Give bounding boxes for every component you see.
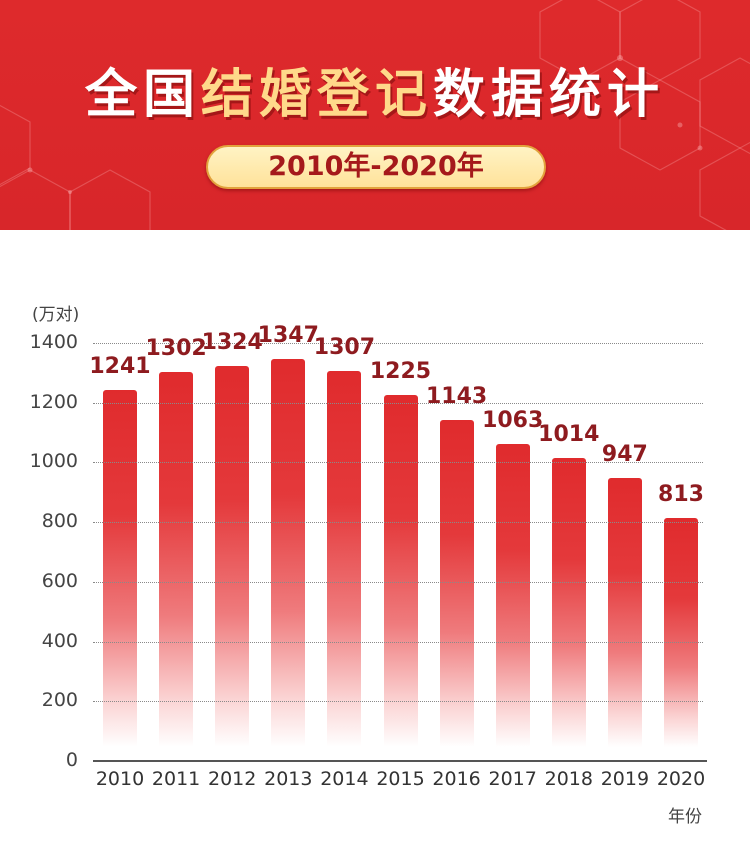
value-label: 1324 — [201, 329, 263, 355]
y-tick-label: 800 — [41, 510, 78, 533]
y-tick-label: 400 — [41, 629, 78, 652]
bar-2011 — [159, 372, 194, 747]
bar-2012 — [215, 365, 250, 747]
y-tick-label: 0 — [65, 749, 78, 771]
x-axis-line — [93, 760, 707, 762]
y-tick-label: 600 — [41, 569, 78, 592]
bar-2017 — [495, 443, 530, 747]
value-label: 947 — [601, 442, 648, 468]
bar-2019 — [607, 478, 642, 747]
y-axis-unit-label: (万对) — [32, 305, 80, 325]
x-tick-label: 2020 — [656, 768, 706, 790]
page-title: 全国结婚登记数据统计 — [0, 60, 750, 130]
y-tick-label: 1200 — [29, 390, 78, 413]
x-axis-label: 年份 — [668, 807, 702, 827]
y-tick-label: 200 — [41, 689, 78, 712]
gridline — [93, 522, 703, 524]
value-label: 1014 — [538, 422, 600, 448]
x-tick-label: 2015 — [376, 768, 425, 790]
title-part-2: 结婚登记 — [200, 65, 433, 125]
bar-2013 — [271, 358, 306, 747]
value-label: 1347 — [257, 322, 319, 348]
header-banner: 全国结婚登记数据统计 2010年-2020年 — [0, 0, 750, 230]
x-tick-label: 2017 — [488, 768, 537, 790]
gridline — [93, 581, 703, 583]
gridline — [93, 641, 703, 643]
hexagon-pattern-decoration — [0, 0, 750, 230]
gridline — [93, 462, 703, 464]
title-part-3: 数据统计 — [433, 65, 666, 125]
x-tick-label: 2012 — [208, 768, 257, 790]
bar-2016 — [439, 419, 474, 747]
date-range-badge: 2010年-2020年 — [206, 145, 546, 189]
x-tick-label: 2014 — [320, 768, 369, 790]
value-label: 1225 — [369, 359, 432, 385]
bar-2010 — [103, 390, 137, 747]
value-label: 1302 — [145, 336, 207, 362]
title-part-1: 全国 — [84, 65, 201, 125]
value-label: 1307 — [313, 334, 375, 360]
gridline — [93, 402, 703, 404]
gridline — [93, 701, 703, 703]
x-tick-label: 2018 — [544, 768, 593, 790]
bar-2018 — [551, 458, 586, 747]
x-tick-label: 2011 — [151, 768, 201, 790]
value-label: 1063 — [482, 407, 544, 433]
y-tick-label: 1000 — [29, 450, 78, 473]
x-tick-label: 2010 — [95, 768, 145, 790]
x-tick-label: 2019 — [600, 768, 650, 790]
bar-2015 — [383, 395, 418, 747]
bar-chart: (万对) 年份 0 200 400 600 800 1000 1200 1400 1241 201… — [0, 230, 750, 858]
value-label: 1143 — [425, 383, 488, 409]
gridline — [93, 342, 703, 344]
x-tick-label: 2016 — [432, 768, 481, 790]
bar-2020 — [664, 518, 698, 747]
y-tick-label: 1400 — [29, 330, 78, 353]
value-label: 813 — [658, 482, 704, 508]
value-label: 1241 — [89, 354, 151, 380]
bar-2014 — [327, 370, 362, 747]
x-tick-label: 2013 — [264, 768, 313, 790]
